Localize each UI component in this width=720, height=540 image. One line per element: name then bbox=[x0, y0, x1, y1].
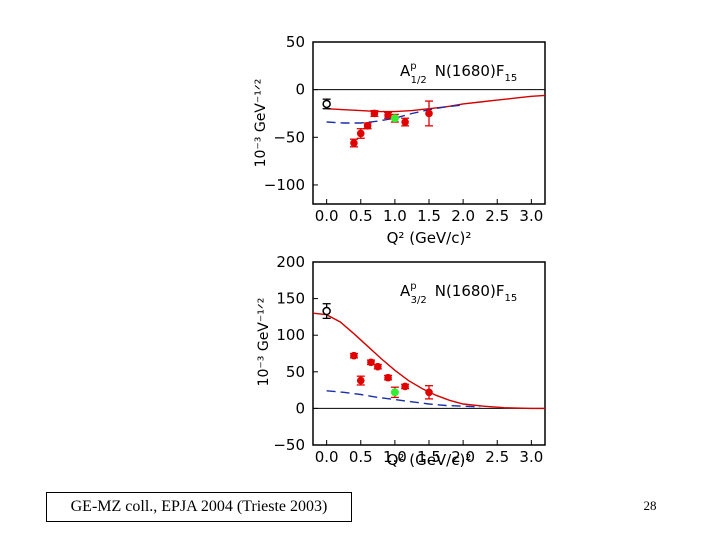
y-tick-label: 100 bbox=[276, 326, 305, 344]
title-sup: p bbox=[410, 61, 416, 72]
red-data-point bbox=[374, 362, 382, 371]
y-tick-label: 50 bbox=[286, 363, 305, 381]
red-data-point bbox=[384, 373, 392, 382]
x-tick-label: 1.0 bbox=[383, 207, 407, 225]
x-tick-label: 3.0 bbox=[519, 448, 543, 466]
x-tick-labels: 0.0 0.5 1.0 1.5 2.0 2.5 3.0 bbox=[315, 207, 544, 225]
title-sup: p bbox=[410, 281, 416, 292]
y-tick-labels: 50 0 −50 −100 bbox=[264, 33, 305, 194]
green-data-point bbox=[390, 114, 399, 123]
y-tick-label: 200 bbox=[276, 253, 305, 271]
x-tick-label: 1.0 bbox=[383, 448, 407, 466]
title-sub: 3/2 bbox=[411, 295, 427, 306]
panel-a12: 50 0 −50 −100 0.0 0.5 1.0 1.5 2.0 2.5 3.0 10⁻³ Ge… bbox=[253, 33, 546, 247]
x-tick-label: 3.0 bbox=[519, 207, 543, 225]
dashed-curve bbox=[326, 390, 481, 408]
tick-marks bbox=[313, 41, 532, 204]
x-tick-label: 0.5 bbox=[349, 448, 373, 466]
red-data-point bbox=[350, 351, 358, 360]
tick-marks bbox=[313, 261, 532, 446]
red-data-point bbox=[363, 122, 372, 130]
y-tick-label: 0 bbox=[295, 399, 305, 417]
title-sub: 1/2 bbox=[411, 75, 427, 86]
x-tick-labels: 0.0 0.5 1.0 1.5 2.0 2.5 3.0 bbox=[315, 448, 544, 466]
x-axis-label: Q² (GeV/c)² bbox=[387, 229, 472, 247]
title-rest-sub: 15 bbox=[504, 73, 517, 84]
x-tick-label: 2.5 bbox=[485, 448, 509, 466]
data-layer bbox=[322, 94, 546, 148]
panel-title: Ap 3/2 N(1680)F15 bbox=[400, 281, 517, 306]
data-layer bbox=[312, 303, 545, 410]
photopoint-marker bbox=[322, 99, 331, 109]
photopoint-marker bbox=[322, 306, 331, 316]
y-axis-label: 10⁻³ GeV⁻¹ᐟ² bbox=[256, 298, 272, 387]
red-data-point bbox=[384, 111, 392, 120]
red-data-point bbox=[401, 382, 409, 391]
red-data-point bbox=[350, 139, 358, 147]
figure: 50 0 −50 −100 0.0 0.5 1.0 1.5 2.0 2.5 3.0 10⁻³ Ge… bbox=[253, 33, 546, 469]
red-data-point bbox=[370, 109, 379, 118]
red-data-point bbox=[367, 358, 375, 367]
y-axis-label: 10⁻³ GeV⁻¹ᐟ² bbox=[253, 79, 269, 168]
x-tick-label: 0.0 bbox=[315, 448, 339, 466]
x-tick-label: 1.5 bbox=[417, 207, 441, 225]
y-tick-label: 50 bbox=[286, 33, 305, 51]
y-tick-label: −50 bbox=[273, 436, 305, 454]
x-tick-label: 0.0 bbox=[315, 207, 339, 225]
red-data-point bbox=[356, 376, 365, 385]
y-tick-label: −50 bbox=[273, 128, 305, 146]
red-data-point bbox=[425, 388, 433, 397]
y-tick-label: 0 bbox=[295, 81, 305, 99]
y-tick-labels: 200 150 100 50 0 −50 bbox=[273, 253, 305, 454]
dashed-curve bbox=[326, 104, 464, 124]
red-data-point bbox=[356, 129, 365, 138]
maid-curve bbox=[326, 94, 546, 113]
x-tick-label: 2.0 bbox=[451, 207, 475, 225]
x-tick-label: 2.0 bbox=[451, 448, 475, 466]
y-tick-label: −100 bbox=[264, 176, 305, 194]
maid-curve bbox=[312, 312, 545, 410]
green-data-point bbox=[390, 388, 399, 397]
title-rest: N(1680)F bbox=[435, 62, 505, 80]
page-number: 28 bbox=[643, 498, 657, 513]
panel-a32: 200 150 100 50 0 −50 0.0 0.5 1.0 1.5 2.0 2.5 3.0 10… bbox=[256, 253, 546, 469]
panel-title: Ap 1/2 N(1680)F15 bbox=[400, 61, 517, 86]
red-data-point bbox=[425, 109, 433, 118]
title-rest-sub: 15 bbox=[504, 293, 517, 304]
title-rest: N(1680)F bbox=[435, 282, 505, 300]
red-data-point bbox=[401, 118, 409, 126]
x-tick-label: 1.5 bbox=[417, 448, 441, 466]
title-a: A bbox=[400, 62, 411, 80]
title-a: A bbox=[400, 282, 411, 300]
y-tick-label: 150 bbox=[276, 290, 305, 308]
x-axis-label: Q² (GeV/c)² bbox=[387, 451, 472, 469]
x-tick-label: 0.5 bbox=[349, 207, 373, 225]
plot-frame bbox=[312, 261, 546, 446]
x-tick-label: 2.5 bbox=[485, 207, 509, 225]
citation-caption: GE-MZ coll., EPJA 2004 (Trieste 2003) bbox=[46, 492, 352, 522]
